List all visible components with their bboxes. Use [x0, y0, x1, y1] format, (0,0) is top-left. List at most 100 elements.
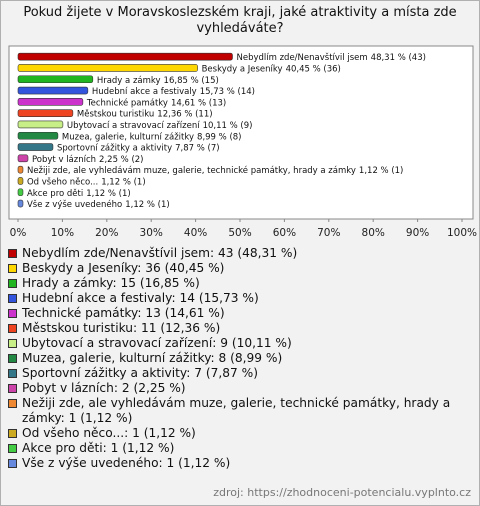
bar [17, 143, 54, 151]
bar-value-label: 8,99 % (8) [197, 132, 241, 142]
bar-label: Sportovní zážitky a aktivity 7,87 % (7) [57, 143, 220, 153]
bar-category: Ubytovací a stravovací zařízení [67, 120, 200, 130]
legend-item: Technické památky: 13 (14,61 %) [7, 306, 473, 321]
x-tick-label: 40% [184, 227, 207, 239]
bar-category: Hudební akce a festivaly [92, 87, 197, 97]
legend-swatch [8, 354, 17, 363]
legend-label: Technické památky: 13 (14,61 %) [22, 306, 225, 320]
bar-category: Nežiji zde, ale vyhledávám muze, galerie… [27, 165, 356, 176]
bar-label: Městskou turistiku 12,36 % (11) [77, 109, 213, 119]
legend-item: Nežiji zde, ale vyhledávám muze, galerie… [7, 396, 473, 426]
bar [17, 131, 59, 140]
legend-item: Hudební akce a festivaly: 14 (15,73 %) [7, 291, 473, 306]
legend-label: Od všeho něco...: 1 (1,12 %) [22, 426, 196, 440]
bar-label: Od všeho něco... 1,12 % (1) [27, 176, 146, 187]
bar-category: Pobyt v lázních [32, 154, 96, 164]
bar [17, 52, 233, 61]
bar-value-label: 1,12 % (1) [359, 166, 403, 176]
legend-swatch [8, 324, 17, 333]
x-tick-label: 60% [273, 227, 296, 239]
bar-category: Akce pro děti [27, 188, 83, 198]
bar-label: Hrady a zámky 16,85 % (15) [97, 75, 219, 85]
bar-category: Od všeho něco... [27, 176, 98, 187]
legend-label: Beskydy a Jeseníky: 36 (40,45 %) [22, 261, 225, 275]
legend-item: Akce pro děti: 1 (1,12 %) [7, 441, 473, 456]
bar [17, 154, 29, 163]
legend-swatch [8, 384, 17, 393]
legend-swatch [8, 399, 17, 408]
bar-label: Muzea, galerie, kulturní zážitky 8,99 % (… [62, 132, 242, 142]
bar [17, 64, 198, 72]
bar-label: Nežiji zde, ale vyhledávám muze, galerie… [27, 165, 403, 176]
legend-item: Sportovní zážitky a aktivity: 7 (7,87 %) [7, 366, 473, 381]
bar [17, 86, 89, 95]
legend-label: Nežiji zde, ale vyhledávám muze, galerie… [22, 396, 451, 425]
legend-label: Městskou turistiku: 11 (12,36 %) [22, 321, 221, 335]
legend-label: Muzea, galerie, kulturní zážitky: 8 (8,9… [22, 351, 283, 365]
legend-swatch [8, 459, 17, 468]
bar-label: Beskydy a Jeseníky 40,45 % (36) [202, 64, 341, 74]
bar-category: Hrady a zámky [97, 75, 161, 85]
x-tick-label: 90% [406, 227, 429, 239]
legend-item: Muzea, galerie, kulturní zážitky: 8 (8,9… [7, 351, 473, 366]
bar-value-label: 1,12 % (1) [125, 200, 169, 210]
bar-label: Akce pro děti 1,12 % (1) [27, 188, 131, 198]
bar-label: Vše z výše uvedeného 1,12 % (1) [27, 199, 170, 210]
legend-swatch [8, 264, 17, 273]
legend-item: Vše z výše uvedeného: 1 (1,12 %) [7, 456, 473, 471]
legend-item: Od všeho něco...: 1 (1,12 %) [7, 426, 473, 441]
legend-swatch [8, 309, 17, 318]
chart-title: Pokud žijete v Moravskoslezském kraji, j… [23, 5, 457, 36]
legend-label: Vše z výše uvedeného: 1 (1,12 %) [22, 456, 231, 470]
legend-swatch [8, 429, 17, 438]
legend-label: Pobyt v lázních: 2 (2,25 %) [22, 381, 186, 395]
legend-label: Sportovní zážitky a aktivity: 7 (7,87 %) [22, 366, 258, 380]
plot-area [8, 45, 474, 220]
x-tick-label: 30% [140, 227, 163, 239]
bar [17, 199, 24, 208]
legend-item: Pobyt v lázních: 2 (2,25 %) [7, 381, 473, 396]
bar [17, 75, 94, 84]
legend-label: Ubytovací a stravovací zařízení: 9 (10,1… [22, 336, 292, 350]
bar-value-label: 10,11 % (9) [203, 120, 253, 130]
bar-category: Technické památky [86, 97, 168, 108]
bar [17, 177, 24, 185]
legend-item: Nebydlím zde/Nenavštívil jsem: 43 (48,31… [7, 246, 473, 261]
x-tick-label: 50% [228, 227, 251, 239]
bar-label: Nebydlím zde/Nenavštívil jsem 48,31 % (43… [236, 52, 425, 63]
legend-item: Beskydy a Jeseníky: 36 (40,45 %) [7, 261, 473, 276]
x-tick-label: 10% [51, 227, 74, 239]
bar-category: Muzea, galerie, kulturní zážitky [62, 132, 194, 142]
bar-category: Beskydy a Jeseníky [202, 64, 283, 74]
bar-value-label: 14,61 % (13) [171, 98, 226, 108]
legend: Nebydlím zde/Nenavštívil jsem: 43 (48,31… [7, 246, 473, 471]
legend-swatch [8, 444, 17, 453]
bar-value-label: 48,31 % (43) [371, 53, 426, 63]
legend-swatch [8, 294, 17, 303]
legend-label: Hrady a zámky: 15 (16,85 %) [22, 276, 200, 290]
legend-label: Nebydlím zde/Nenavštívil jsem: 43 (48,31… [22, 246, 298, 260]
bar [17, 120, 64, 129]
bar-value-label: 7,87 % (7) [175, 143, 219, 153]
bar-label: Hudební akce a festivaly 15,73 % (14) [92, 87, 255, 97]
x-tick-label: 70% [317, 227, 340, 239]
legend-item: Městskou turistiku: 11 (12,36 %) [7, 321, 473, 336]
bar-value-label: 1,12 % (1) [86, 188, 130, 198]
source: zdroj: https://zhodnoceni-potencialu.vyp… [213, 486, 471, 499]
bar [17, 109, 74, 117]
legend-label: Hudební akce a festivaly: 14 (15,73 %) [22, 291, 259, 305]
bar-value-label: 2,25 % (2) [99, 154, 143, 164]
bar-label: Pobyt v lázních 2,25 % (2) [32, 154, 144, 164]
legend-swatch [8, 369, 17, 378]
x-tick-label: 0% [10, 227, 27, 239]
bar-label: Technické památky 14,61 % (13) [86, 97, 226, 108]
legend-item: Hrady a zámky: 15 (16,85 %) [7, 276, 473, 291]
x-tick-label: 20% [95, 227, 118, 239]
bar [17, 165, 24, 174]
legend-swatch [8, 339, 17, 348]
bar-category: Městskou turistiku [77, 109, 154, 119]
legend-label: Akce pro děti: 1 (1,12 %) [22, 441, 175, 455]
bar-category: Nebydlím zde/Nenavštívil jsem [236, 52, 367, 63]
bar-value-label: 1,12 % (1) [101, 177, 145, 187]
